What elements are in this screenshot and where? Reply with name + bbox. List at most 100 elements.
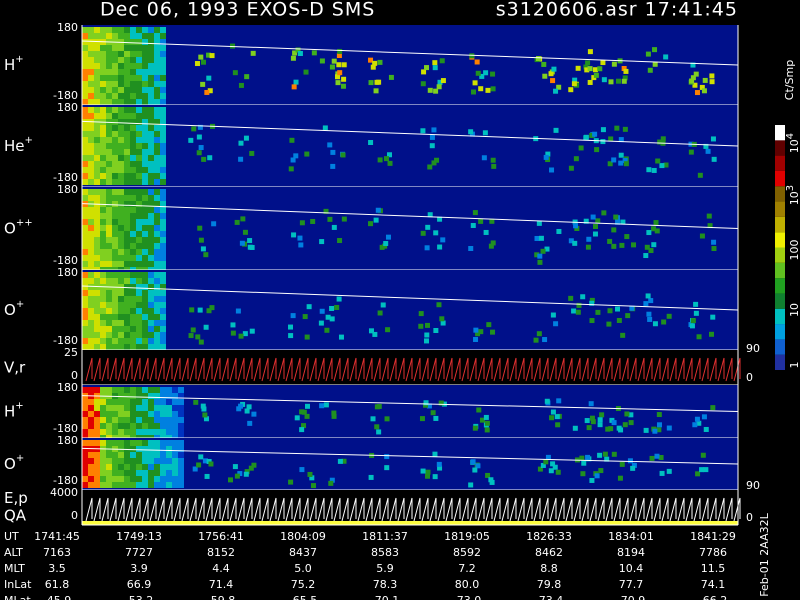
spectrum-cell: [112, 237, 118, 243]
spectrum-cell: [545, 151, 551, 157]
spectrum-cell: [244, 408, 250, 414]
spectrum-cell: [483, 229, 489, 235]
spectrum-cell: [154, 470, 160, 476]
spectrum-cell: [94, 179, 100, 185]
table-cell: -65.5: [289, 594, 317, 600]
spectrum-cell: [94, 231, 100, 237]
spectrum-cell: [130, 243, 136, 249]
spectrum-cell: [178, 440, 184, 446]
spectrum-cell: [88, 167, 94, 173]
spectrum-cell: [118, 149, 124, 155]
spectrum-cell: [154, 464, 160, 470]
sweep-mark: [653, 357, 661, 382]
spectrum-cell: [124, 69, 130, 75]
spectrum-cell: [118, 411, 124, 417]
spectrum-cell: [142, 137, 148, 143]
spectrum-cell: [82, 75, 88, 81]
sweep-mark: [125, 497, 133, 522]
trend-line: [81, 40, 739, 66]
sweep-mark: [421, 497, 429, 522]
spectrum-cell: [88, 57, 94, 63]
spectrum-cell: [228, 477, 234, 483]
spectrum-cell: [148, 429, 154, 435]
spectrum-cell: [699, 467, 705, 473]
spectrum-cell: [622, 75, 628, 81]
spectrum-cell: [656, 412, 662, 418]
spectrum-cell: [136, 75, 142, 81]
spectrum-cell: [148, 87, 154, 93]
spectrum-cell: [244, 74, 250, 80]
spectrum-cell: [88, 440, 94, 446]
sweep-mark: [301, 357, 309, 382]
spectrum-cell: [100, 155, 106, 161]
spectrum-cell: [590, 214, 596, 220]
spectrum-cell: [112, 33, 118, 39]
spectrum-cell: [154, 417, 160, 423]
sweep-mark: [349, 357, 357, 382]
spectrum-cell: [589, 297, 595, 303]
spectrum-cell: [646, 230, 652, 236]
spectrum-cell: [475, 331, 481, 337]
spectrum-cell: [239, 240, 245, 246]
spectrum-cell: [196, 150, 202, 156]
spectrum-cell: [106, 387, 112, 393]
colorbar-label: 100: [788, 240, 800, 261]
spectrum-cell: [154, 302, 160, 308]
spectrum-cell: [160, 179, 166, 185]
spectrum-cell: [94, 125, 100, 131]
spectrum-cell: [178, 405, 184, 411]
spectrum-cell: [100, 399, 106, 405]
spectrum-cell: [94, 314, 100, 320]
sweep-mark: [677, 357, 685, 382]
spectrum-cell: [148, 387, 154, 393]
spectrum-cell: [130, 63, 136, 69]
spectrum-cell: [94, 332, 100, 338]
spectrum-cell: [323, 208, 329, 214]
spectrum-cell: [142, 39, 148, 45]
spectrum-cell: [652, 428, 658, 434]
spectrum-cell: [645, 51, 651, 57]
spectrum-cell: [160, 399, 166, 405]
spectrum-cell: [100, 179, 106, 185]
spectrum-cell: [88, 302, 94, 308]
spectrum-cell: [88, 33, 94, 39]
spectrum-cell: [160, 93, 166, 99]
colorbar-label: 1: [788, 362, 800, 369]
colorbar-cell: [775, 339, 785, 355]
spectrum-cell: [432, 474, 438, 480]
spectrum-cell: [130, 308, 136, 314]
sweep-mark: [221, 357, 229, 382]
table-cell: -45.9: [43, 594, 71, 600]
spectrum-cell: [130, 161, 136, 167]
table-cell: 8194: [617, 546, 645, 559]
spectrum-cell: [418, 311, 424, 317]
spectrum-cell: [206, 75, 212, 81]
spectrum-cell: [142, 107, 148, 113]
sweep-mark: [645, 357, 653, 382]
spectrum-cell: [197, 124, 203, 130]
spectrum-cell: [160, 405, 166, 411]
sweep-mark: [693, 497, 701, 522]
spectrum-cell: [106, 143, 112, 149]
spectrum-cell: [472, 210, 478, 216]
spectrum-cell: [611, 451, 617, 457]
spectrum-cell: [625, 313, 631, 319]
spectrum-cell: [112, 302, 118, 308]
spectrum-cell: [311, 50, 317, 56]
row-header: MLT: [4, 562, 25, 575]
spectrum-cell: [420, 468, 426, 474]
spectrum-cell: [118, 290, 124, 296]
spectrum-cell: [589, 415, 595, 421]
spectrum-cell: [160, 75, 166, 81]
y-tick-label: -180: [53, 254, 78, 267]
sweep-mark: [181, 357, 189, 382]
spectrum-cell: [118, 231, 124, 237]
spectrum-cell: [130, 75, 136, 81]
spectrum-cell: [100, 137, 106, 143]
spectrum-cell: [124, 143, 130, 149]
spectrum-cell: [148, 446, 154, 452]
spectrum-cell: [206, 52, 212, 58]
spectrum-cell: [341, 458, 347, 464]
sweep-mark: [645, 497, 653, 522]
spectrum-cell: [130, 278, 136, 284]
